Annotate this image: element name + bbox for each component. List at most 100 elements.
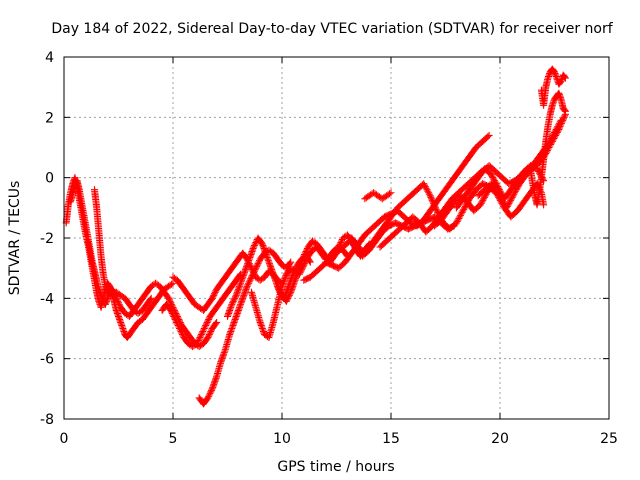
data-point bbox=[286, 290, 294, 298]
data-point bbox=[252, 264, 260, 272]
data-point bbox=[249, 270, 257, 278]
data-point bbox=[285, 293, 293, 301]
data-point bbox=[165, 296, 173, 304]
data-point bbox=[487, 180, 495, 188]
data-point bbox=[172, 317, 180, 325]
data-point bbox=[210, 291, 218, 299]
data-point bbox=[178, 331, 186, 339]
data-point bbox=[512, 186, 520, 194]
data-point bbox=[551, 128, 558, 136]
data-point bbox=[534, 166, 542, 174]
data-point bbox=[494, 192, 502, 200]
data-point bbox=[484, 133, 492, 141]
data-point bbox=[253, 263, 261, 271]
y-tick-label: 2 bbox=[45, 110, 54, 126]
data-point bbox=[204, 334, 212, 342]
data-point bbox=[431, 204, 439, 212]
data-point bbox=[485, 131, 493, 139]
data-point bbox=[203, 318, 211, 326]
data-point bbox=[553, 124, 561, 132]
data-point bbox=[213, 318, 221, 326]
data-point bbox=[204, 317, 212, 325]
data-point bbox=[277, 288, 285, 296]
data-point bbox=[507, 195, 515, 203]
data-point bbox=[458, 208, 466, 216]
data-point bbox=[250, 243, 258, 251]
series-arc-3 bbox=[91, 186, 155, 317]
data-point bbox=[513, 184, 521, 192]
y-tick-label: -2 bbox=[40, 231, 54, 247]
data-point bbox=[205, 331, 213, 339]
data-point bbox=[113, 296, 121, 304]
data-point bbox=[166, 297, 174, 305]
data-point bbox=[199, 328, 207, 336]
data-point bbox=[554, 122, 562, 130]
data-point bbox=[146, 296, 154, 304]
data-point bbox=[551, 127, 559, 135]
data-point bbox=[245, 279, 253, 287]
data-point bbox=[425, 190, 433, 198]
x-axis-label: GPS time / hours bbox=[277, 459, 394, 475]
data-point bbox=[251, 240, 259, 248]
series-arc-16 bbox=[452, 116, 565, 212]
series-arc-18 bbox=[527, 89, 569, 209]
data-point bbox=[420, 180, 428, 188]
data-point bbox=[561, 73, 569, 81]
data-point bbox=[512, 187, 520, 195]
data-point bbox=[430, 201, 438, 209]
data-point bbox=[491, 187, 499, 195]
data-point bbox=[255, 258, 263, 266]
data-point bbox=[147, 294, 155, 302]
data-point bbox=[254, 260, 262, 268]
data-point bbox=[429, 198, 437, 206]
data-point bbox=[207, 388, 215, 396]
data-point bbox=[514, 183, 522, 191]
data-point bbox=[492, 189, 500, 197]
y-axis-ticks: -8 -6 -4 -2 0 2 4 bbox=[40, 50, 609, 428]
data-point bbox=[175, 323, 183, 331]
data-point bbox=[431, 202, 439, 210]
data-point bbox=[205, 315, 213, 323]
data-point bbox=[250, 269, 258, 277]
data-point bbox=[495, 195, 503, 203]
data-point bbox=[247, 275, 255, 283]
y-tick-label: -4 bbox=[40, 291, 54, 307]
data-point bbox=[490, 184, 498, 192]
data-point bbox=[165, 294, 173, 302]
data-point bbox=[452, 219, 460, 227]
data-point bbox=[193, 340, 201, 348]
data-point bbox=[303, 246, 311, 254]
series-arc-19 bbox=[537, 65, 569, 109]
data-point bbox=[499, 201, 507, 209]
data-point bbox=[476, 201, 484, 209]
data-point bbox=[168, 309, 176, 317]
data-point bbox=[205, 392, 213, 400]
data-point bbox=[204, 394, 212, 402]
data-points bbox=[62, 65, 569, 408]
data-point bbox=[498, 199, 506, 207]
x-tick-label: 0 bbox=[60, 431, 69, 447]
data-point bbox=[197, 331, 205, 339]
data-point bbox=[549, 131, 557, 139]
y-tick-label: 4 bbox=[45, 50, 54, 66]
data-point bbox=[212, 320, 220, 328]
data-point bbox=[229, 299, 237, 307]
data-point bbox=[497, 198, 505, 206]
data-point bbox=[251, 266, 259, 274]
grid bbox=[64, 57, 609, 419]
data-point bbox=[453, 217, 461, 225]
data-point bbox=[194, 338, 202, 346]
data-point bbox=[244, 281, 252, 289]
data-point bbox=[209, 293, 217, 301]
data-point bbox=[433, 207, 441, 215]
data-point bbox=[198, 329, 206, 337]
data-point bbox=[387, 189, 395, 197]
data-point bbox=[422, 184, 430, 192]
data-point bbox=[511, 189, 519, 197]
data-point bbox=[231, 293, 239, 301]
data-point bbox=[200, 325, 208, 332]
data-point bbox=[493, 190, 501, 198]
data-point bbox=[556, 118, 564, 126]
data-point bbox=[173, 320, 181, 328]
data-point bbox=[508, 193, 516, 201]
